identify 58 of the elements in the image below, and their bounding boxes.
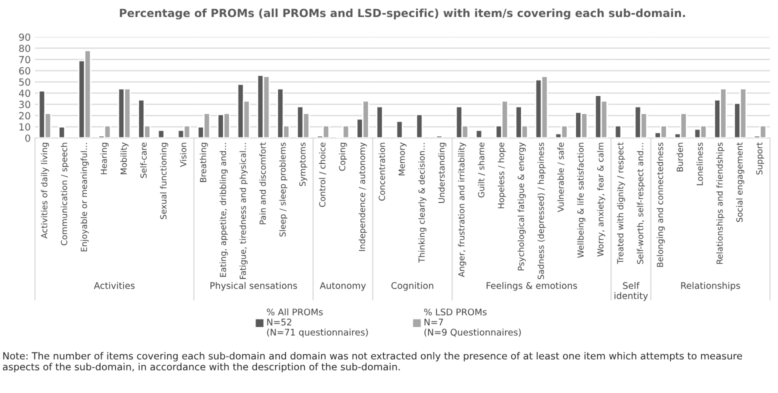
legend-label: % LSD PROMs N=7 (N=9 Questionnaires) (424, 308, 521, 337)
x-tick-label: Wellbeing & life satisfaction (577, 142, 586, 258)
x-tick-label: Social engagement (736, 142, 744, 222)
y-tick-label: 40 (18, 90, 30, 97)
x-tick-label: Activities of daily living (40, 142, 49, 239)
x-tick-label: Belonging and connectedness (656, 142, 665, 267)
x-tick-label: Relationships and friendships (716, 142, 724, 264)
x-tick-label: Understanding (438, 142, 446, 203)
y-tick-label: 60 (19, 67, 30, 74)
x-tick-label: Guilt / shame (478, 142, 486, 198)
x-tick-label: Enjoyable or meaningful… (80, 143, 89, 252)
x-tick-label: Eating, appetite, dribbling and… (220, 143, 228, 277)
x-axis-title: Physical sensations (210, 282, 297, 291)
y-tick-label: 80 (19, 44, 30, 52)
x-tick-label: Sexual functioning (160, 142, 168, 220)
x-tick-label: Burden (676, 142, 684, 172)
y-tick-label: 20 (19, 112, 30, 120)
x-tick-label: Sleep / sleep problems (279, 142, 288, 237)
y-tick-label: 30 (19, 100, 30, 108)
x-axis-title: Cognition (391, 282, 434, 291)
x-tick-label: Vulnerable / safe (557, 142, 564, 212)
x-tick-label: Hearing (100, 142, 109, 174)
x-tick-label: Support (756, 142, 764, 175)
x-tick-label: Psychological fatigue & energy (518, 142, 526, 270)
x-tick-label: Communication / speech (60, 142, 69, 246)
x-axis-title: Activities (94, 282, 135, 289)
legend-label: % All PROMs N=52 (N=71 questionnaires) (266, 308, 368, 338)
y-tick-label: 50 (19, 78, 30, 86)
x-axis-title: Relationships (681, 282, 740, 291)
x-tick-label: Thinking clearly & decision… (418, 143, 426, 263)
x-tick-label: Memory (398, 142, 407, 176)
x-tick-label: Coping (338, 142, 347, 171)
x-tick-label: Sadness (depressed) / happiness (538, 142, 546, 280)
text: Note: The number of items covering each sub-domain and domain was not extracted only the presence of at least one item which attempts to measure aspects of the sub-domain, in accordance with the description of the sub-domain. (2, 352, 742, 372)
x-tick-label: Self-care (140, 142, 147, 178)
y-tick-label: 10 (20, 123, 30, 131)
x-tick-label: Fatigue, tiredness and physical… (240, 143, 248, 279)
x-tick-label: Loneliness (696, 142, 703, 186)
x-axis-title: Feelings & emotions (486, 282, 577, 291)
y-tick-label: 0 (25, 134, 30, 142)
x-tick-label: Symptoms (299, 142, 308, 186)
x-tick-label: Vision (180, 142, 186, 167)
x-axis-title: Autonomy (320, 282, 366, 291)
y-tick-label: 70 (19, 56, 30, 64)
x-tick-label: Independence / autonomy (358, 142, 367, 251)
x-tick-label: Control / choice (319, 142, 326, 207)
x-tick-label: Hopeless / hope (498, 142, 506, 208)
x-tick-label: Pain and discomfort (259, 142, 266, 224)
x-tick-label: Mobility (120, 142, 128, 174)
x-tick-label: Breathing (200, 142, 208, 182)
x-tick-label: Anger, frustration and irritability (458, 142, 466, 278)
x-axis-title: Self identity (614, 282, 648, 301)
x-tick-label: Self-worth, self-respect and… (636, 143, 645, 264)
text: Percentage of PROMs (all PROMs and LSD-specific) with item/s covering each sub-domain. (120, 8, 685, 20)
x-tick-label: Concentration (378, 142, 386, 201)
x-tick-label: Treated with dignity / respect (616, 142, 626, 264)
y-tick-label: 90 (19, 33, 30, 41)
x-tick-label: Worry, anxiety, fear & calm (597, 142, 606, 256)
